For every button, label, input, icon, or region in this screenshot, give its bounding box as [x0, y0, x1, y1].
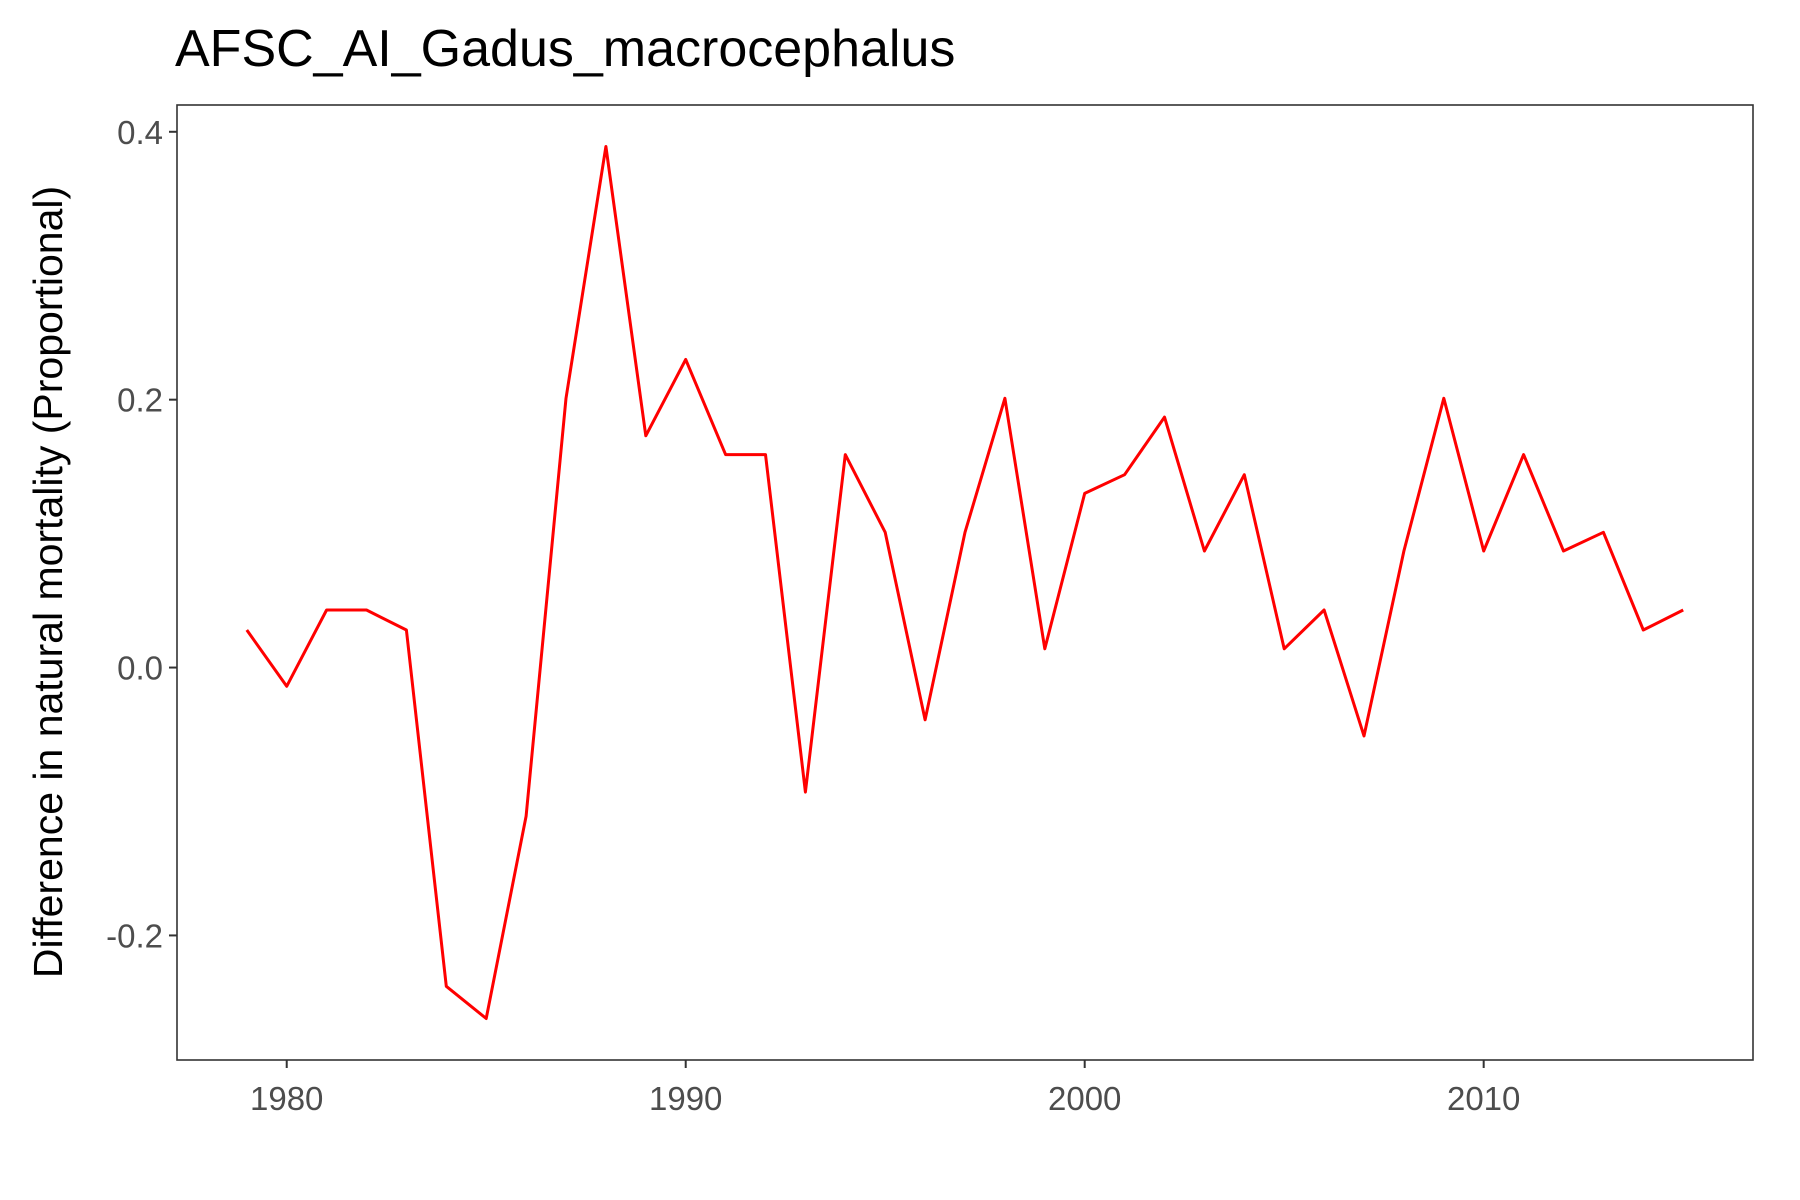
plot-panel	[176, 104, 1754, 1061]
y-tick-label: 0.2	[117, 382, 163, 419]
series-line-0	[245, 145, 1684, 1020]
y-axis: -0.2 0.0 0.2 0.4	[106, 114, 177, 954]
y-tick-label: 0.0	[117, 650, 163, 687]
y-tick-label: 0.4	[117, 114, 163, 151]
x-tick-label: 1980	[250, 1080, 323, 1117]
chart-title: AFSC_AI_Gadus_macrocephalus	[175, 20, 955, 78]
x-tick-label: 1990	[649, 1080, 722, 1117]
x-tick-label: 2000	[1048, 1080, 1121, 1117]
series-group	[245, 145, 1684, 1020]
y-axis-title: Difference in natural mortality (Proport…	[25, 186, 71, 978]
x-axis: 1980 1990 2000 2010	[250, 1060, 1520, 1117]
x-tick-label: 2010	[1447, 1080, 1520, 1117]
y-tick-label: -0.2	[106, 917, 163, 954]
